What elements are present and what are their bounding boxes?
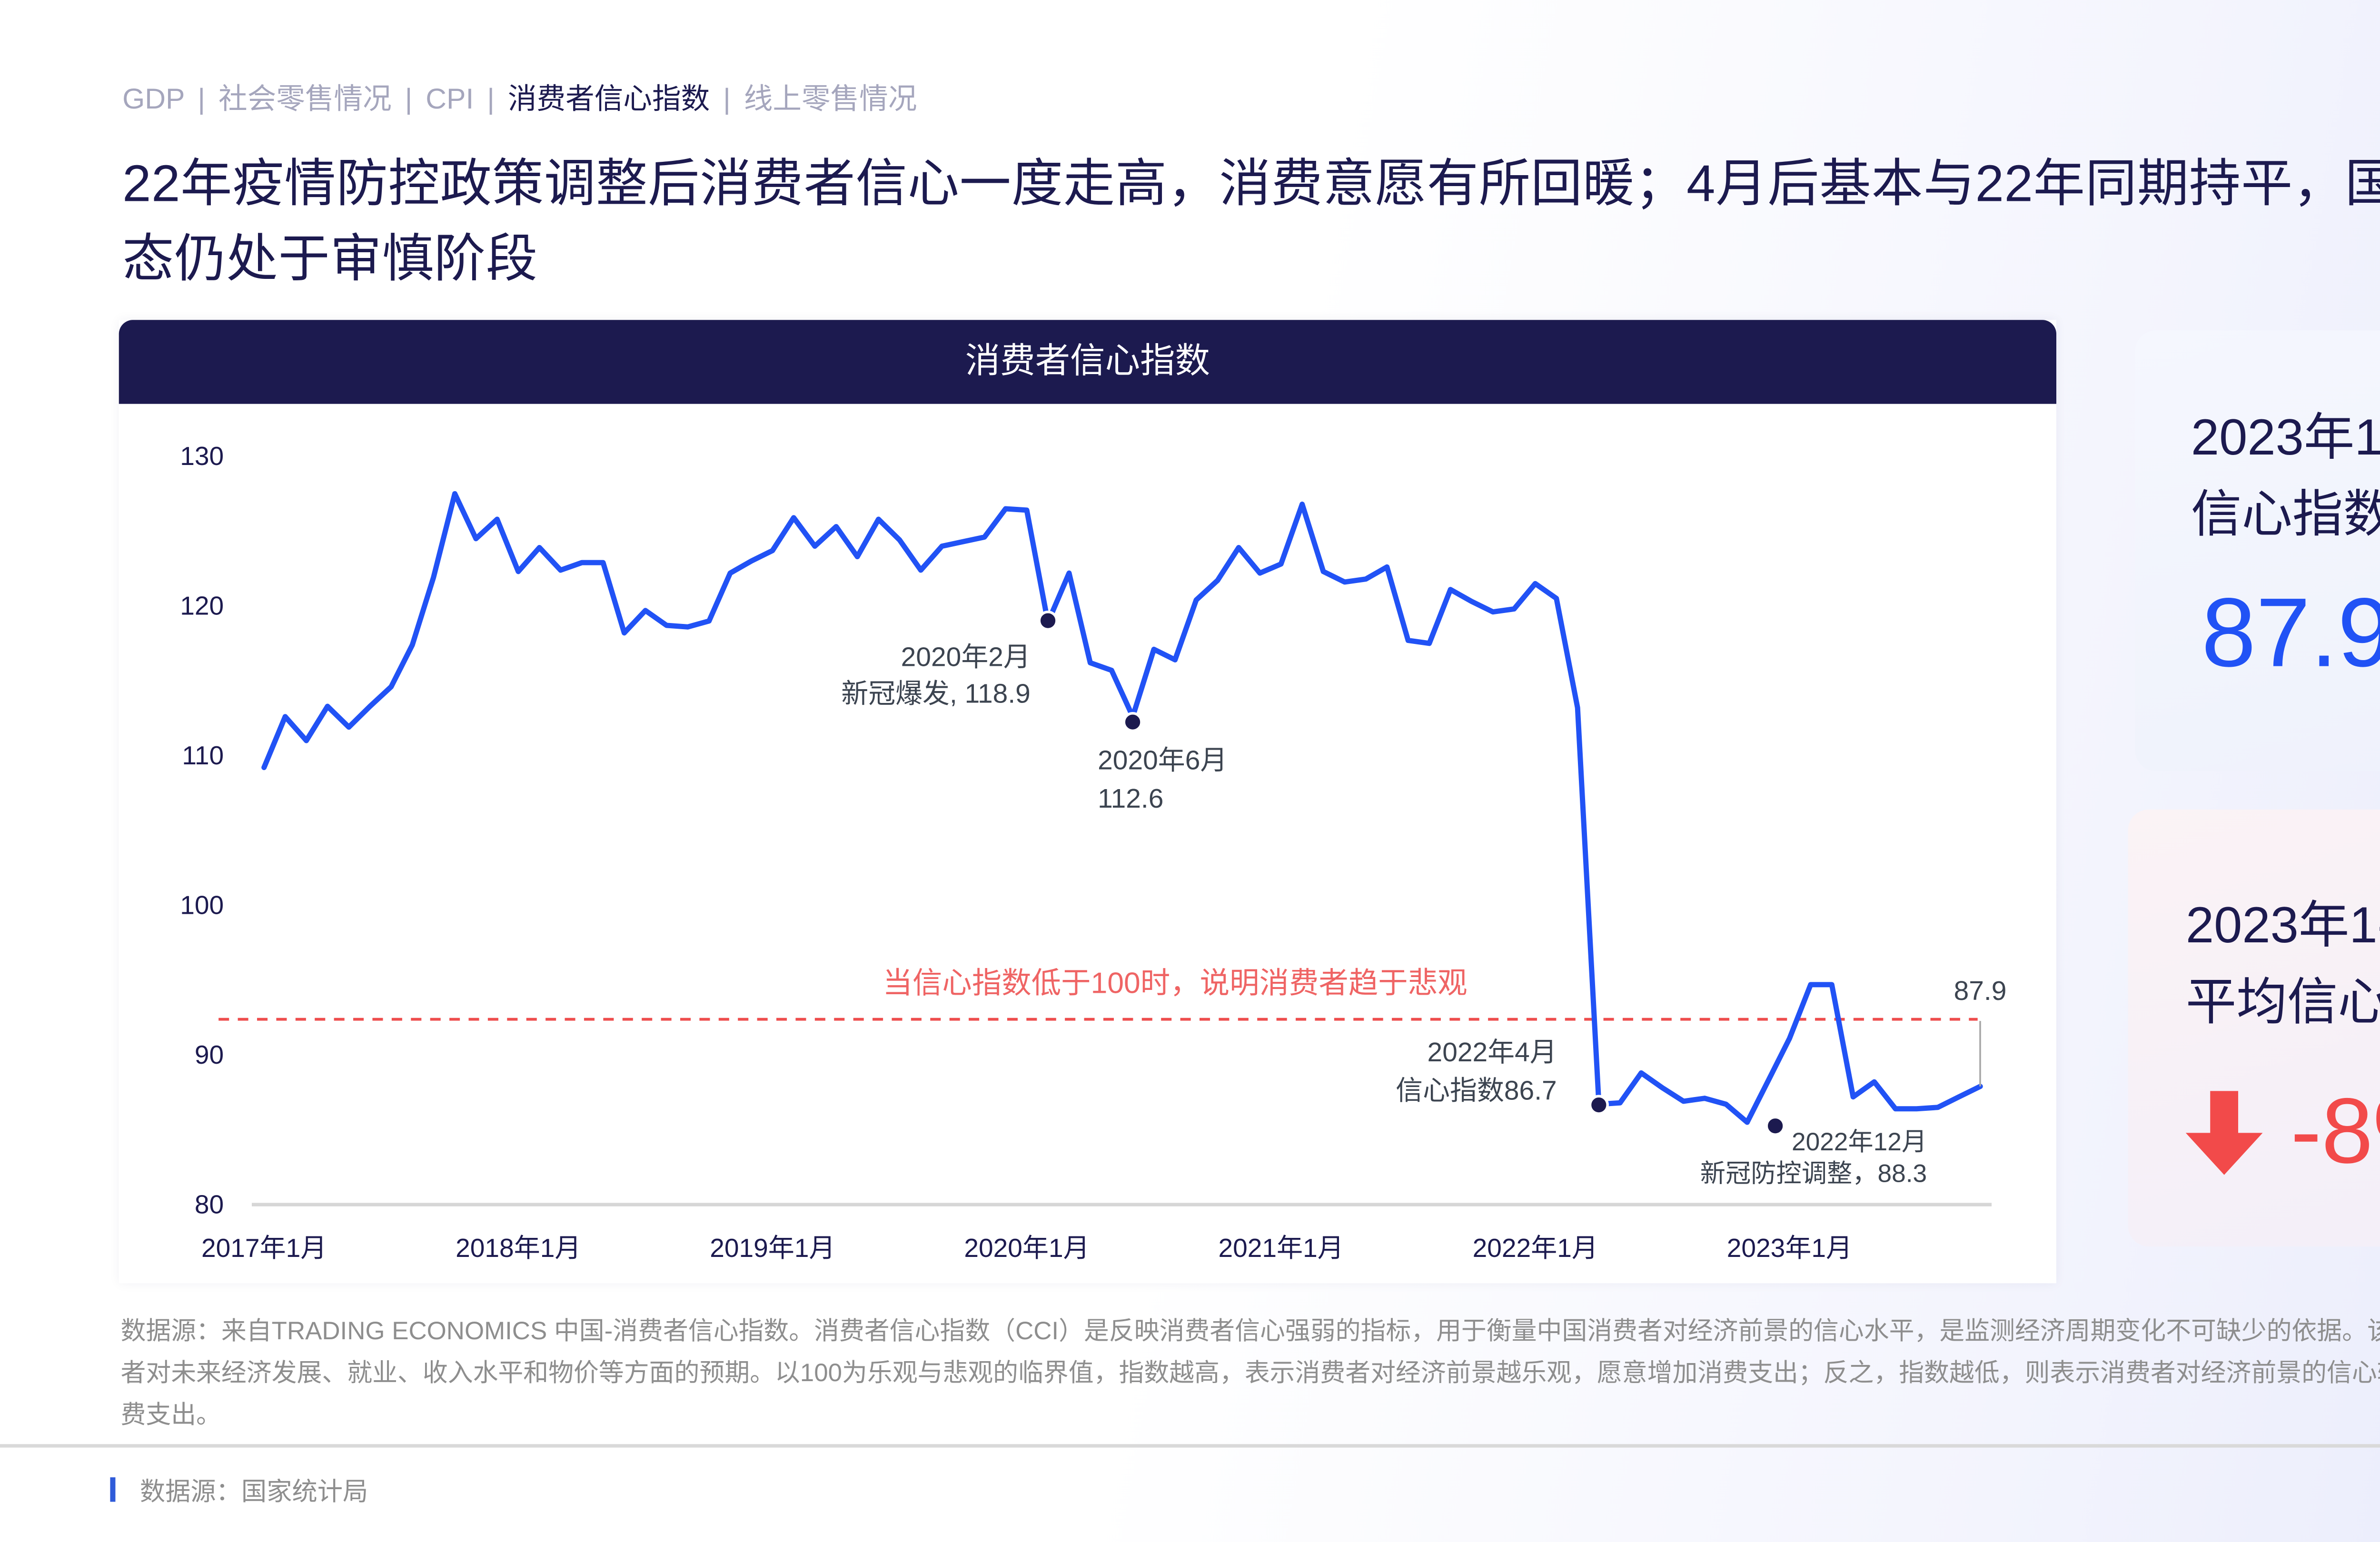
x-tick-label: 2022年1月 [1473,1233,1598,1263]
annotation-label: 新冠防控调整，88.3 [1700,1159,1927,1187]
chart-card: 消费者信心指数 80 90 100 110 120 130 2017年1月 2018年1月 20… [119,320,2057,1284]
source-accent-bar [110,1477,116,1502]
nav-item-online-retail[interactable]: 线上零售情况 [744,84,917,116]
annotation-label: 信心指数86.7 [1396,1076,1557,1106]
nav-item-gdp[interactable]: GDP [122,84,185,116]
kpi-label: 2023年1-10月 平均信心指数同比 [2186,888,2380,1042]
kpi-value: -8% [2291,1080,2380,1184]
arrow-down-icon [2185,1091,2263,1175]
nav-separator: | [405,84,413,116]
kpi-value: 87.9 [2201,577,2380,687]
kpi-card-current-index: 2023年10月 信心指数 87.9 [2135,330,2380,771]
annotation-label: 112.6 [1098,783,1163,814]
kpi-metric: 平均信心指数同比 [2185,975,2380,1032]
nav-separator: | [723,84,731,116]
x-tick-label: 2023年1月 [1727,1233,1852,1263]
kpi-period: 2023年10月 [2191,411,2380,467]
kpi-period: 2023年1-10月 [2185,899,2380,955]
kpi-label: 2023年10月 信心指数 [2191,400,2380,554]
end-value-label: 87.9 [1954,976,2007,1006]
annotation-marker [1588,1095,1609,1115]
nav-separator: | [487,84,495,116]
kpi-metric: 信心指数 [2191,487,2380,544]
y-tick-label: 80 [195,1189,224,1219]
y-tick-label: 110 [182,741,224,770]
nav-item-cpi[interactable]: CPI [426,84,474,116]
annotation-marker [1038,610,1058,631]
footer-divider [0,1444,2380,1448]
annotation-label: 2022年4月 [1428,1037,1557,1068]
y-tick-label: 90 [195,1040,224,1069]
page-title: 22年疫情防控政策调整后消费者信心一度走高，消费意愿有所回暖；4月后基本与22年… [122,155,2380,289]
x-tick-label: 2018年1月 [456,1233,581,1263]
y-tick-label: 120 [180,591,224,621]
footnote: 数据源：来自TRADING ECONOMICS 中国-消费者信心指数。消费者信心… [120,1318,2380,1430]
y-tick-label: 130 [180,441,224,471]
nav-item-social-retail[interactable]: 社会零售情况 [218,84,392,116]
kpi-change: -8% [2185,1080,2380,1185]
kpi-card-yoy-change: 2023年1-10月 平均信心指数同比 -8% [2128,809,2380,1247]
annotation-marker [1122,712,1143,732]
annotation-label: 2020年2月 [901,642,1031,672]
annotation-marker [1765,1116,1785,1136]
y-tick-label: 100 [180,890,224,919]
chart-title: 消费者信心指数 [119,320,2057,404]
x-tick-label: 2019年1月 [710,1233,835,1263]
x-tick-label: 2017年1月 [201,1233,327,1263]
series-line [261,491,1983,1125]
annotation-label: 2020年6月 [1098,745,1227,775]
nav-item-consumer-confidence[interactable]: 消费者信心指数 [507,84,710,116]
annotation-label: 新冠爆发, 118.9 [841,679,1031,709]
section-nav: GDP | 社会零售情况 | CPI | 消费者信心指数 | 线上零售情况 [122,75,917,117]
nav-separator: | [198,84,206,116]
x-tick-label: 2020年1月 [964,1233,1089,1263]
line-chart: 80 90 100 110 120 130 2017年1月 2018年1月 2019年1月 202… [180,441,2007,1263]
annotation-label: 2022年12月 [1792,1128,1927,1156]
data-source: 数据源：国家统计局 [139,1479,368,1507]
reference-line-label: 当信心指数低于100时，说明消费者趋于悲观 [883,967,1468,1000]
x-tick-label: 2021年1月 [1218,1233,1343,1263]
